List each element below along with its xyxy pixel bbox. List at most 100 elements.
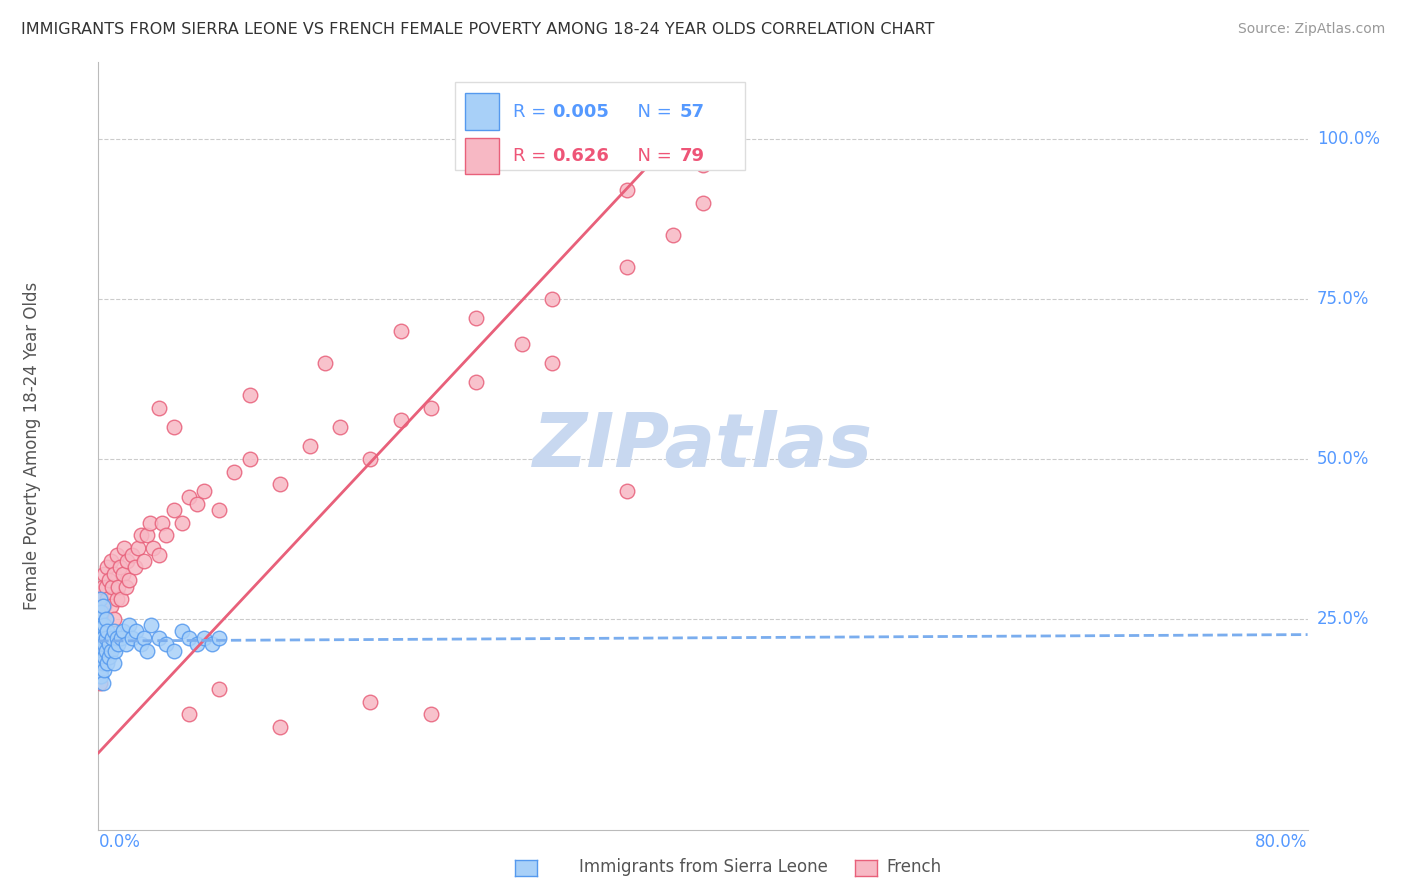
Point — [89, 649, 111, 664]
Point — [239, 451, 262, 466]
Point — [90, 605, 112, 619]
Point — [208, 631, 231, 645]
Point — [100, 554, 122, 568]
Point — [98, 637, 121, 651]
Point — [90, 637, 112, 651]
Point — [91, 580, 114, 594]
Point — [107, 637, 129, 651]
Text: 100.0%: 100.0% — [1316, 130, 1379, 148]
Point — [540, 356, 562, 370]
Point — [100, 643, 122, 657]
Point — [111, 624, 134, 639]
Point — [179, 490, 201, 504]
Point — [155, 528, 177, 542]
Point — [269, 720, 291, 734]
Point — [89, 669, 111, 683]
Text: N =: N = — [626, 103, 678, 120]
Text: French: French — [886, 858, 942, 876]
Point — [105, 548, 128, 562]
Point — [93, 637, 115, 651]
Text: Source: ZipAtlas.com: Source: ZipAtlas.com — [1237, 22, 1385, 37]
Point — [91, 631, 114, 645]
Point — [105, 631, 128, 645]
Bar — [465, 137, 499, 175]
Text: 75.0%: 75.0% — [1316, 290, 1369, 308]
Point — [121, 631, 143, 645]
Point — [98, 649, 121, 664]
Point — [139, 516, 162, 530]
Text: ZIPatlas: ZIPatlas — [533, 409, 873, 483]
Text: 0.0%: 0.0% — [98, 833, 141, 851]
Point — [329, 419, 352, 434]
Point — [89, 612, 111, 626]
Text: Immigrants from Sierra Leone: Immigrants from Sierra Leone — [578, 858, 828, 876]
Point — [193, 631, 215, 645]
Point — [114, 580, 136, 594]
Text: R =: R = — [513, 147, 558, 165]
Bar — [465, 93, 499, 130]
Point — [90, 657, 112, 671]
Point — [90, 624, 112, 639]
Point — [148, 401, 170, 415]
Text: 25.0%: 25.0% — [1316, 609, 1369, 628]
Point — [135, 643, 157, 657]
Point — [360, 695, 382, 709]
Point — [110, 631, 132, 645]
Point — [155, 637, 177, 651]
Text: 50.0%: 50.0% — [1316, 450, 1369, 467]
Point — [118, 618, 141, 632]
Point — [269, 477, 291, 491]
Point — [104, 643, 127, 657]
Point — [100, 599, 122, 613]
Point — [389, 324, 412, 338]
Point — [132, 554, 155, 568]
Point — [186, 637, 208, 651]
Point — [101, 580, 124, 594]
Text: 80.0%: 80.0% — [1256, 833, 1308, 851]
Point — [193, 483, 215, 498]
Point — [93, 599, 115, 613]
Point — [101, 631, 124, 645]
Point — [124, 560, 146, 574]
Point — [179, 707, 201, 722]
Point — [616, 260, 638, 274]
Point — [692, 158, 714, 172]
Point — [105, 592, 128, 607]
Point — [94, 580, 117, 594]
Point — [201, 637, 224, 651]
Point — [93, 566, 115, 581]
Point — [121, 548, 143, 562]
Point — [150, 516, 173, 530]
Point — [111, 566, 134, 581]
Text: 79: 79 — [681, 147, 704, 165]
Point — [135, 528, 157, 542]
Point — [170, 516, 193, 530]
Point — [90, 643, 112, 657]
Point — [127, 541, 149, 556]
Point — [96, 560, 118, 574]
Text: IMMIGRANTS FROM SIERRA LEONE VS FRENCH FEMALE POVERTY AMONG 18-24 YEAR OLDS CORR: IMMIGRANTS FROM SIERRA LEONE VS FRENCH F… — [21, 22, 935, 37]
Point — [90, 663, 112, 677]
Point — [91, 649, 114, 664]
Point — [94, 631, 117, 645]
Point — [148, 548, 170, 562]
Point — [89, 657, 111, 671]
Point — [90, 649, 112, 664]
Point — [224, 465, 246, 479]
Point — [616, 483, 638, 498]
Point — [96, 624, 118, 639]
Point — [108, 560, 131, 574]
Point — [540, 292, 562, 306]
Point — [90, 669, 112, 683]
Point — [148, 631, 170, 645]
Point — [314, 356, 336, 370]
Point — [170, 624, 193, 639]
Point — [89, 592, 111, 607]
Point — [94, 643, 117, 657]
Point — [98, 573, 121, 587]
Point — [208, 681, 231, 696]
Point — [132, 631, 155, 645]
Point — [142, 541, 165, 556]
Point — [90, 631, 112, 645]
Point — [103, 566, 125, 581]
